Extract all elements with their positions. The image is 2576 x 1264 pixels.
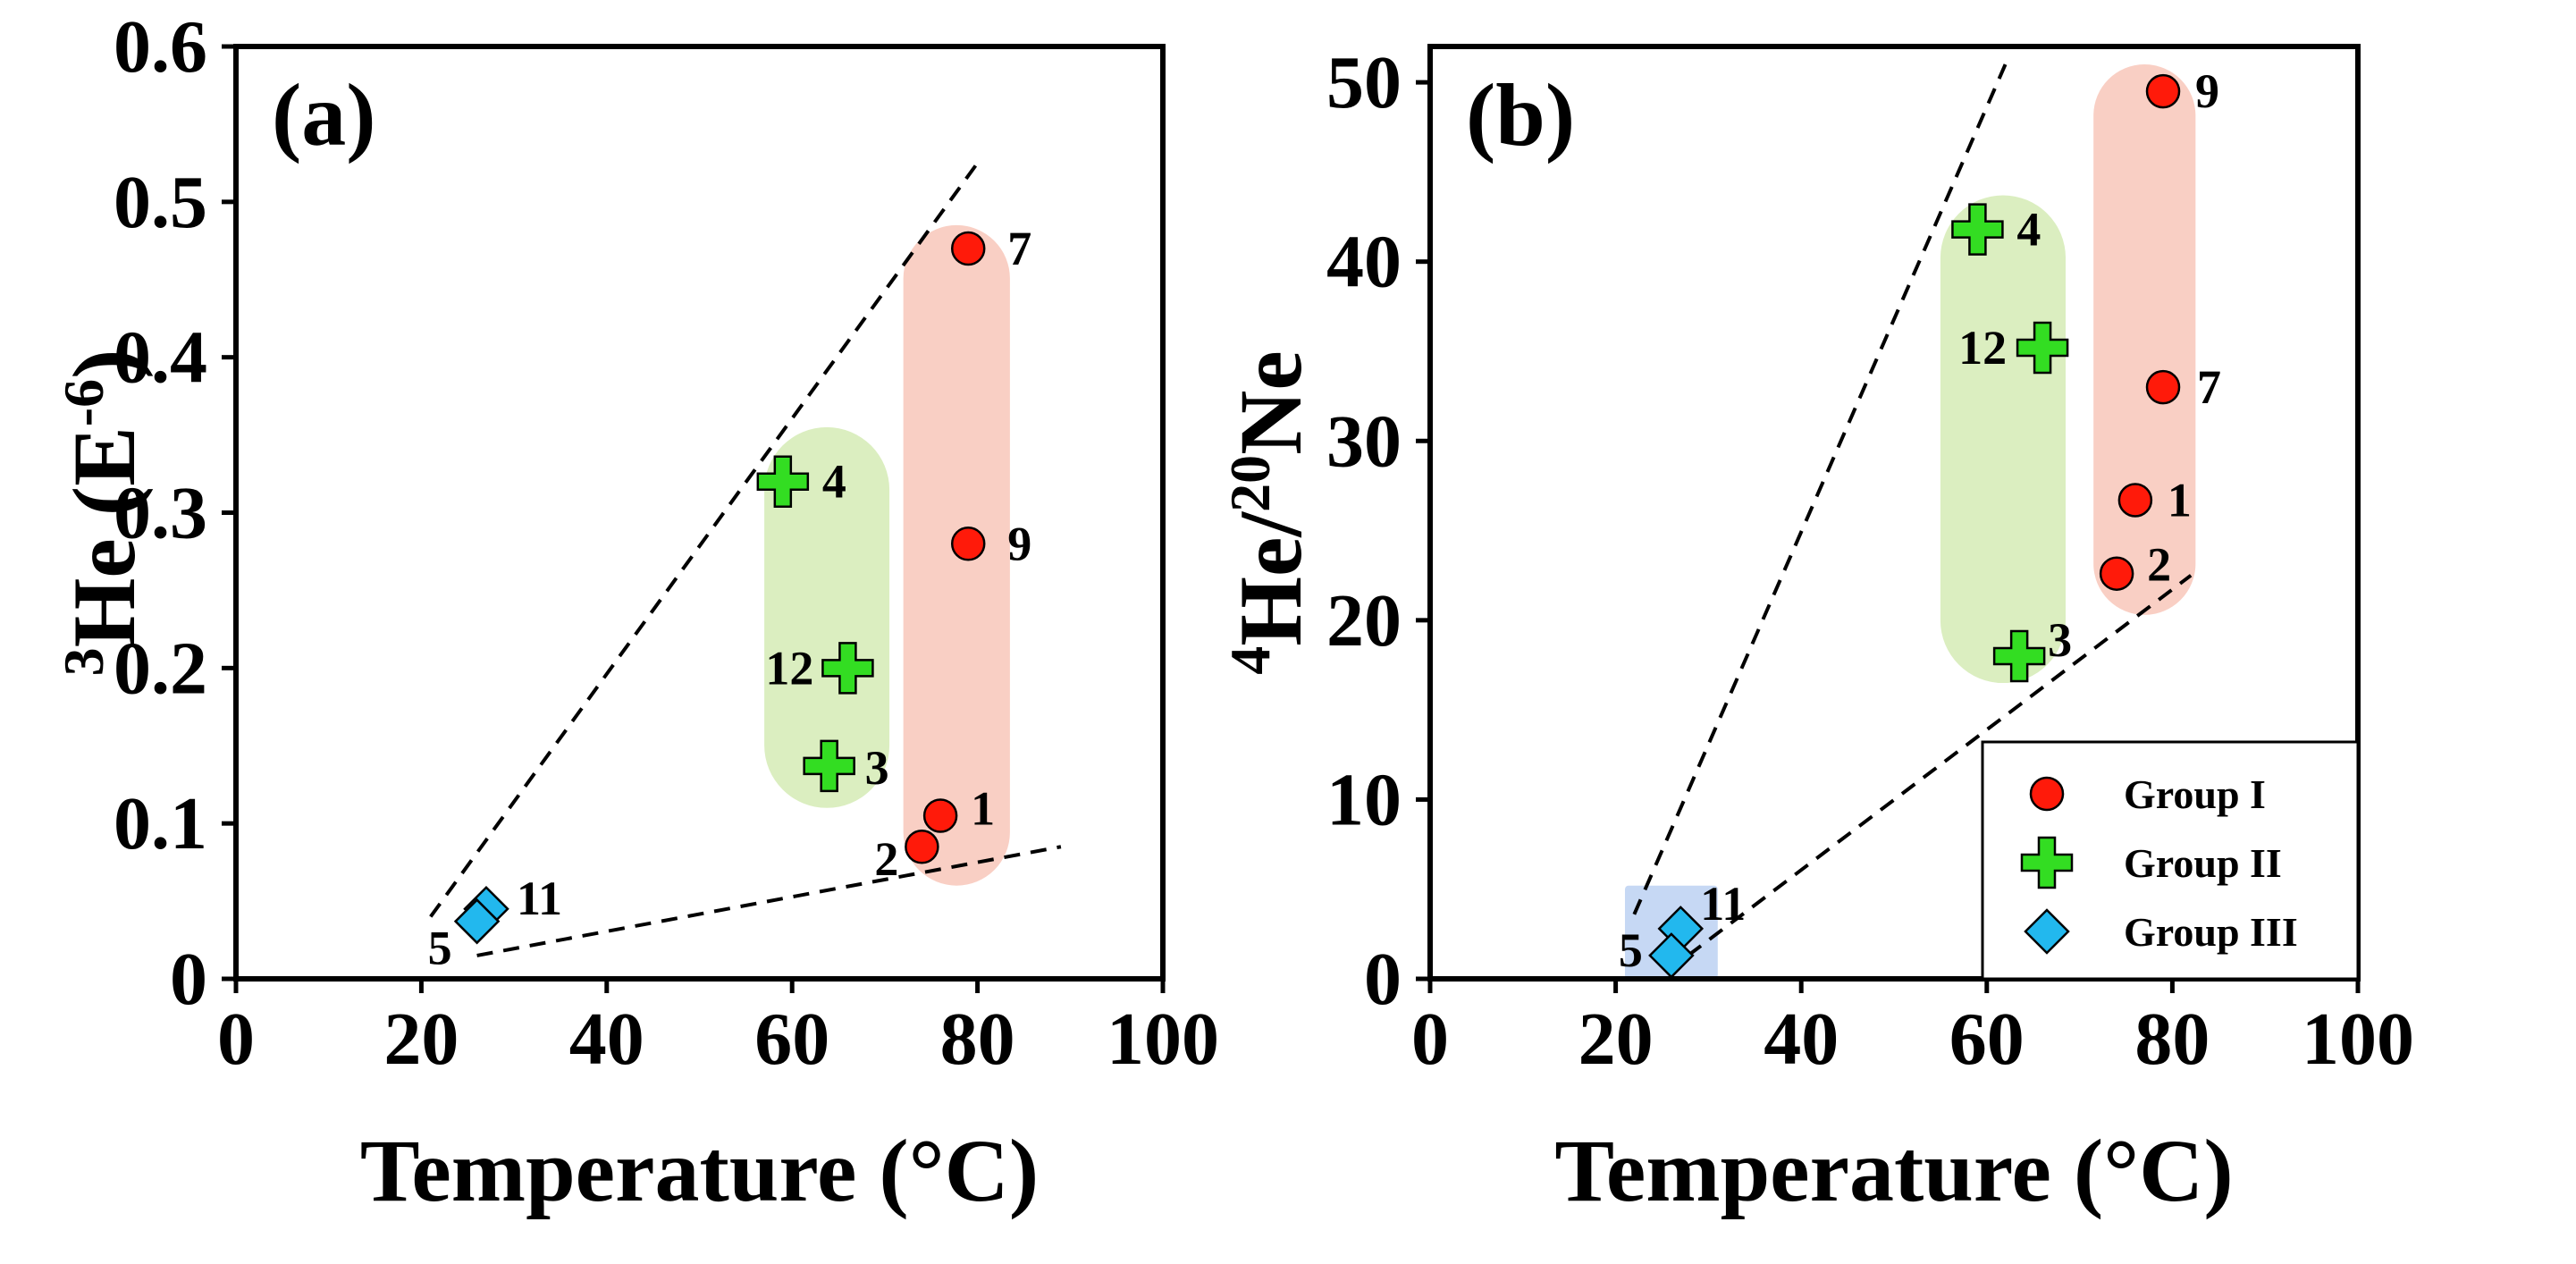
series-group-iii: 11 5: [428, 872, 562, 975]
data-point: [922, 798, 958, 833]
trend-line-1: [429, 162, 980, 918]
legend-marker: [2024, 908, 2070, 955]
point-label: 2: [874, 832, 898, 886]
point-label: 2: [2147, 538, 2171, 592]
data-point: [821, 642, 874, 695]
y-tick-label: 20: [1326, 579, 1402, 662]
y-tick-label: 0.6: [114, 5, 207, 88]
trend-line-2: [476, 845, 1062, 957]
y-tick-label: 0.5: [114, 161, 207, 244]
x-tick-label: 40: [569, 998, 644, 1081]
y-tick-label: 0.1: [114, 782, 207, 865]
data-point: [950, 231, 986, 266]
point-label: 5: [1619, 923, 1643, 977]
data-point: [950, 527, 986, 561]
series-group-ii: 4 12 3: [1951, 203, 2072, 683]
point-label: 5: [428, 922, 452, 975]
legend-label: Group I: [2124, 771, 2266, 817]
point-label: 3: [865, 741, 889, 795]
point-label: 11: [517, 872, 562, 925]
x-tick-label: 60: [754, 998, 829, 1081]
y-tick-label: 0.3: [114, 472, 207, 555]
plot-frame: [233, 44, 1166, 982]
x-tick-label: 0: [1411, 998, 1449, 1081]
data-point: [2117, 483, 2153, 518]
panel-a: 0 20 40 60 80 100 0 0.1 0.2 0.3 0.4 0.5 0.6 Temperatu…: [52, 5, 1220, 1220]
x-tick-label: 100: [1107, 998, 1219, 1081]
region-group-ii: [764, 426, 890, 808]
y-axis-title: 4He/20Ne: [1218, 350, 1321, 675]
trend-line-1: [1632, 63, 2008, 915]
x-axis-title: Temperature (°C): [360, 1121, 1039, 1220]
x-tick-label: 80: [2134, 998, 2210, 1081]
point-label: 7: [2197, 360, 2221, 414]
legend: Group I Group II Group III: [1981, 740, 2360, 981]
y-tick-label: 40: [1326, 221, 1402, 304]
point-label: 9: [2195, 64, 2219, 118]
data-point: [1992, 629, 2046, 683]
x-tick-label: 20: [1578, 998, 1654, 1081]
data-point: [2145, 369, 2181, 405]
data-point: [803, 739, 855, 793]
point-label: 12: [1958, 321, 2007, 375]
point-label: 9: [1007, 517, 1031, 570]
y-tick-label: 30: [1326, 400, 1402, 483]
legend-label: Group III: [2124, 909, 2298, 955]
data-point: [2016, 321, 2069, 375]
legend-label: Group II: [2124, 840, 2282, 886]
point-label: 3: [2048, 613, 2072, 667]
series-group-iii: 11 5: [1619, 877, 1746, 979]
x-axis-title: Temperature (°C): [1554, 1121, 2233, 1220]
y-tick-label: 0.2: [114, 627, 207, 710]
point-label: 1: [971, 781, 995, 835]
point-label: 11: [1700, 877, 1746, 931]
data-point: [905, 829, 939, 864]
panel-label: (a): [272, 65, 376, 164]
legend-marker: [2029, 776, 2065, 812]
y-tick-label: 10: [1326, 758, 1402, 841]
point-label: 12: [765, 641, 813, 695]
x-tick-label: 20: [383, 998, 459, 1081]
x-tick-label: 0: [217, 998, 255, 1081]
panel-b: 0 20 40 60 80 100 0 10 20 30 40 50 Temperature (°C) 4…: [1218, 41, 2415, 1220]
data-point: [1951, 203, 2004, 256]
data-point: [453, 897, 501, 945]
point-label: 4: [822, 455, 846, 509]
y-tick-label: 0: [1364, 938, 1402, 1021]
series-group-i: 7 9 1 2: [874, 222, 1031, 886]
data-point: [1648, 932, 1695, 979]
data-point: [2145, 73, 2181, 109]
plot-frame: [1427, 44, 2361, 982]
y-tick-label: 50: [1326, 41, 1402, 124]
trend-line-2: [1665, 574, 2193, 973]
data-point: [756, 455, 810, 508]
x-tick-label: 100: [2302, 998, 2414, 1081]
point-label: 1: [2168, 473, 2192, 527]
point-label: 4: [2016, 203, 2041, 257]
data-point: [2099, 556, 2134, 591]
x-tick-label: 60: [1949, 998, 2025, 1081]
y-tick-label: 0.4: [114, 316, 207, 400]
x-tick-label: 80: [940, 998, 1015, 1081]
panel-label: (b): [1466, 65, 1575, 164]
y-tick-label: 0: [170, 938, 207, 1021]
point-label: 7: [1007, 222, 1031, 275]
legend-marker: [2020, 836, 2074, 889]
series-group-i: 9 7 1 2: [2099, 64, 2221, 592]
x-tick-label: 40: [1764, 998, 1839, 1081]
region-group-ii: [1940, 195, 2067, 684]
series-group-ii: 4 12 3: [756, 455, 889, 795]
y-axis-title: 3He (E-6): [52, 350, 155, 677]
region-group-i: [2093, 64, 2196, 615]
